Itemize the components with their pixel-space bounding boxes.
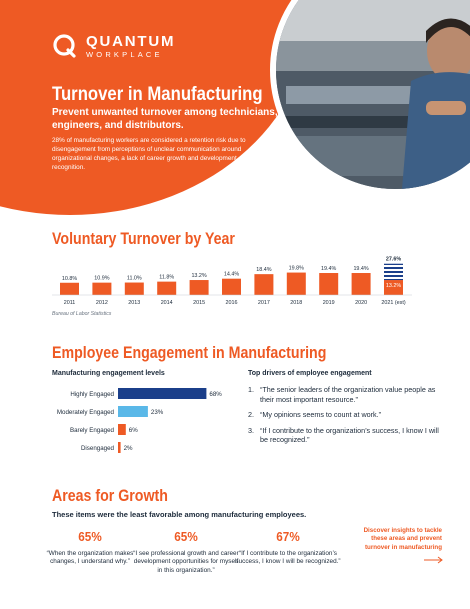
brand-logo[interactable]: QUANTUM WORKPLACE: [52, 33, 175, 59]
hero-banner: QUANTUM WORKPLACE Turnover in Manufactur…: [0, 0, 470, 232]
engagement-bar: [118, 406, 148, 417]
turnover-bar: [92, 282, 112, 295]
brand-sub: WORKPLACE: [86, 49, 163, 59]
turnover-bar: [157, 281, 177, 295]
turnover-year-label: 2018: [290, 300, 302, 306]
chart-source: Bureau of Labor Statistics: [52, 311, 112, 317]
driver-text: “My opinions seems to count at work.”: [260, 410, 382, 419]
turnover-value-label: 11.8%: [159, 275, 174, 281]
growth-percent: 65%: [174, 529, 198, 544]
engagement-levels-heading: Manufacturing engagement levels: [52, 370, 165, 377]
turnover-value-label: 13.2%: [386, 283, 401, 289]
page-subtitle: Prevent unwanted turnover among technici…: [52, 107, 278, 131]
turnover-value-label: 19.8%: [289, 266, 304, 272]
engagement-bar: [118, 388, 207, 399]
turnover-value-label: 14.4%: [224, 272, 239, 278]
driver-text: “If I contribute to the organization’s s…: [260, 425, 439, 445]
turnover-year-label: 2013: [128, 300, 140, 306]
engagement-level-label: Disengaged: [81, 445, 115, 452]
turnover-year-label: 2015: [193, 300, 205, 306]
driver-number: 3.: [248, 425, 254, 435]
driver-item: 1. “The senior leaders of the organizati…: [248, 385, 448, 404]
growth-quote: “When the organization makes changes, I …: [46, 550, 134, 566]
engagement-value-label: 6%: [129, 427, 138, 434]
arrow-right-icon[interactable]: [424, 556, 444, 564]
cta-link[interactable]: Discover insights to tackle these areas …: [363, 527, 442, 551]
intro-text: 28% of manufacturing workers are conside…: [52, 137, 272, 171]
turnover-value-label: 19.4%: [321, 266, 336, 272]
turnover-bar: [351, 273, 371, 295]
turnover-year-label: 2021 (est): [381, 300, 405, 306]
engagement-value-label: 2%: [124, 445, 133, 452]
growth-item: 67% “If I contribute to the organization…: [234, 528, 342, 567]
turnover-year-label: 2011: [64, 300, 76, 306]
turnover-bar: [124, 282, 144, 295]
engagement-bar: [118, 442, 121, 453]
turnover-section-title: Voluntary Turnover by Year: [52, 230, 235, 248]
turnover-bar: [286, 272, 306, 295]
turnover-year-label: 2017: [258, 300, 270, 306]
growth-quote: “If I contribute to the organization’s s…: [235, 550, 341, 566]
turnover-year-label: 2019: [323, 300, 335, 306]
growth-quote: “I see professional growth and career de…: [133, 550, 239, 574]
driver-item: 3. “If I contribute to the organization’…: [248, 426, 448, 445]
driver-number: 1.: [248, 385, 254, 394]
driver-item: 2. “My opinions seems to count at work.”: [248, 410, 448, 420]
turnover-value-label: 13.2%: [191, 273, 206, 279]
engagement-value-label: 23%: [151, 409, 164, 416]
turnover-bar: [254, 274, 274, 295]
worker-photo: [270, 0, 470, 195]
engagement-section-title: Employee Engagement in Manufacturing: [52, 344, 327, 362]
growth-section-title: Areas for Growth: [52, 487, 168, 505]
turnover-value-label: 18.4%: [256, 267, 271, 273]
engagement-level-label: Highly Engaged: [70, 391, 114, 398]
turnover-estimate-bar: [384, 263, 403, 281]
turnover-bar: [60, 282, 79, 295]
brand-name: QUANTUM: [86, 32, 176, 50]
growth-item: 65% “I see professional growth and caree…: [132, 528, 240, 575]
turnover-year-label: 2016: [226, 300, 238, 306]
engagement-level-label: Barely Engaged: [70, 427, 115, 434]
driver-number: 2.: [248, 410, 254, 419]
turnover-bar: [384, 280, 403, 295]
engagement-bar: [118, 424, 126, 435]
driver-text: “The senior leaders of the organization …: [260, 385, 436, 404]
growth-percent: 65%: [78, 529, 102, 544]
turnover-year-label: 2012: [96, 300, 108, 306]
drivers-list: 1. “The senior leaders of the organizati…: [248, 385, 448, 451]
engagement-levels-chart: Highly Engaged 68% Moderately Engaged 23% Ba…: [57, 388, 222, 453]
turnover-bar: [222, 278, 241, 295]
turnover-value-label: 19.4%: [353, 266, 368, 272]
page-title: Turnover in Manufacturing: [52, 84, 263, 105]
turnover-year-label: 2020: [355, 300, 367, 306]
turnover-value-label: 11.0%: [127, 276, 142, 282]
turnover-estimate-label: 27.6%: [386, 257, 401, 263]
turnover-year-label: 2014: [161, 300, 173, 306]
turnover-bar-chart: 10.8% 2011 10.9% 2012 11.0% 2013 11.8% 2014 13.2…: [52, 257, 412, 306]
turnover-bar: [189, 280, 209, 295]
turnover-value-label: 10.9%: [94, 276, 109, 282]
turnover-bar: [319, 273, 339, 295]
engagement-value-label: 68%: [209, 391, 222, 398]
turnover-value-label: 10.8%: [62, 276, 77, 282]
engagement-drivers-heading: Top drivers of employee engagement: [248, 370, 372, 377]
growth-subtitle: These items were the least favorable amo…: [52, 510, 307, 519]
growth-item: 65% “When the organization makes changes…: [36, 528, 144, 567]
growth-percent: 67%: [276, 529, 300, 544]
engagement-level-label: Moderately Engaged: [57, 409, 115, 416]
quantum-logo-icon: [53, 34, 76, 58]
